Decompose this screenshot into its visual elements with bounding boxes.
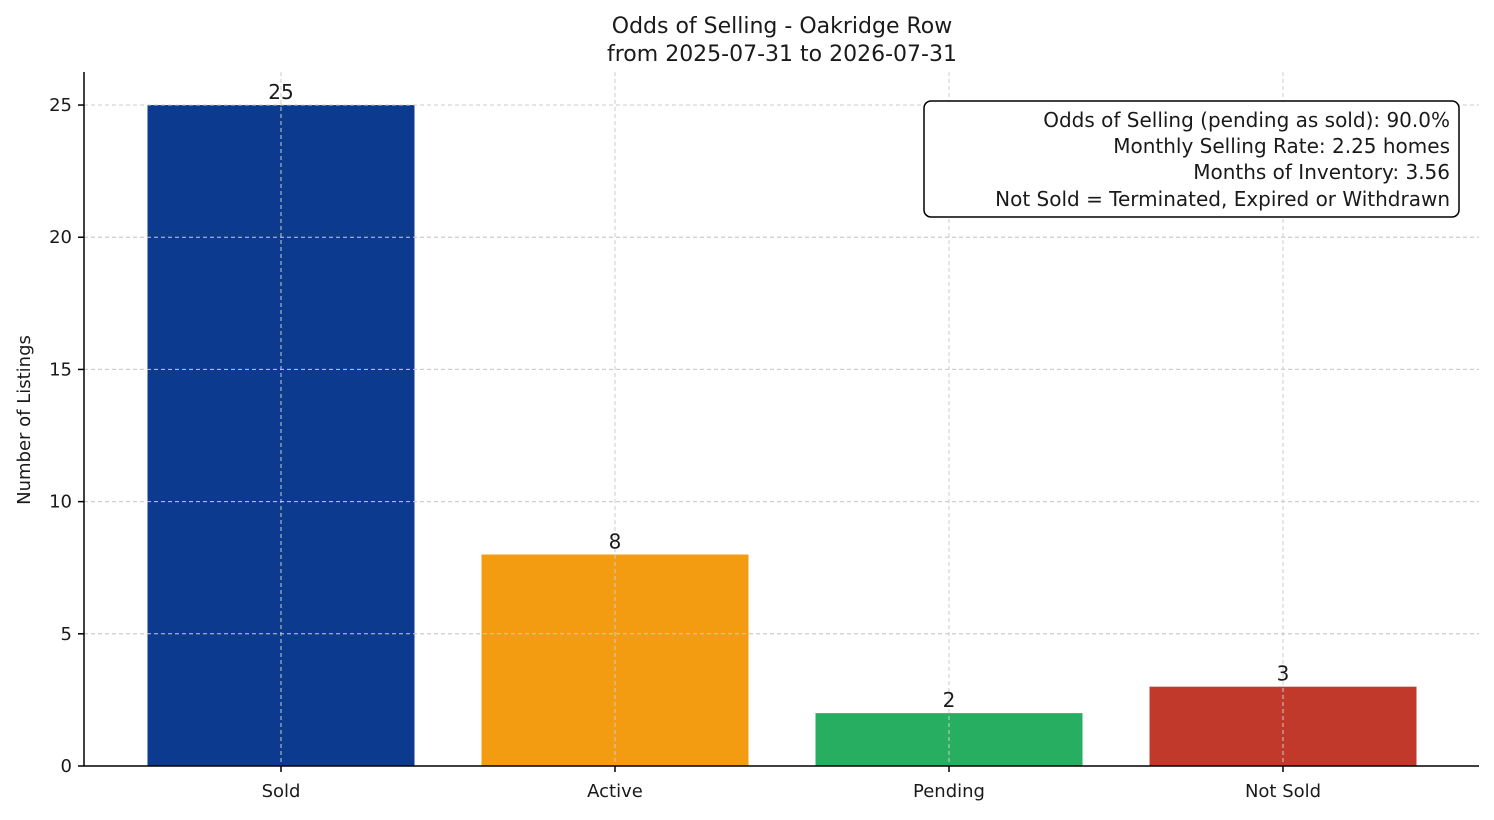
x-ticks: Sold Active Pending Not Sold bbox=[262, 766, 1321, 802]
y-ticks: 0 5 10 15 20 25 bbox=[49, 95, 84, 777]
stats-line-selling-rate: Monthly Selling Rate: 2.25 homes bbox=[1113, 134, 1450, 158]
y-tick-label: 25 bbox=[49, 95, 72, 116]
chart-title: Odds of Selling - Oakridge Row bbox=[612, 14, 952, 39]
bars bbox=[84, 72, 1479, 767]
y-tick-label: 5 bbox=[61, 624, 72, 645]
axes bbox=[83, 72, 1479, 767]
stats-line-odds: Odds of Selling (pending as sold): 90.0% bbox=[1043, 108, 1450, 132]
x-tick-label: Not Sold bbox=[1245, 781, 1321, 802]
bar-sold bbox=[147, 105, 415, 767]
x-tick-label: Active bbox=[587, 781, 643, 802]
y-axis-label: Number of Listings bbox=[14, 335, 35, 505]
y-tick-label: 15 bbox=[49, 359, 72, 380]
bar-value-labels: 25 8 2 3 bbox=[268, 80, 1289, 712]
stats-line-not-sold-definition: Not Sold = Terminated, Expired or Withdr… bbox=[995, 187, 1450, 211]
y-tick-label: 0 bbox=[61, 756, 72, 777]
bar-value-label: 3 bbox=[1277, 662, 1290, 686]
y-tick-label: 10 bbox=[49, 492, 72, 513]
x-tick-label: Pending bbox=[913, 781, 985, 802]
chart-subtitle: from 2025-07-31 to 2026-07-31 bbox=[607, 42, 957, 67]
x-tick-label: Sold bbox=[262, 781, 301, 802]
y-tick-label: 20 bbox=[49, 227, 72, 248]
bar-value-label: 2 bbox=[943, 688, 956, 712]
bar-value-label: 8 bbox=[609, 529, 622, 553]
stats-annotation-box: Odds of Selling (pending as sold): 90.0%… bbox=[923, 100, 1460, 218]
stats-box-frame bbox=[923, 100, 1460, 218]
bar-value-label: 25 bbox=[268, 80, 293, 104]
stats-line-months-inventory: Months of Inventory: 3.56 bbox=[1193, 160, 1450, 184]
